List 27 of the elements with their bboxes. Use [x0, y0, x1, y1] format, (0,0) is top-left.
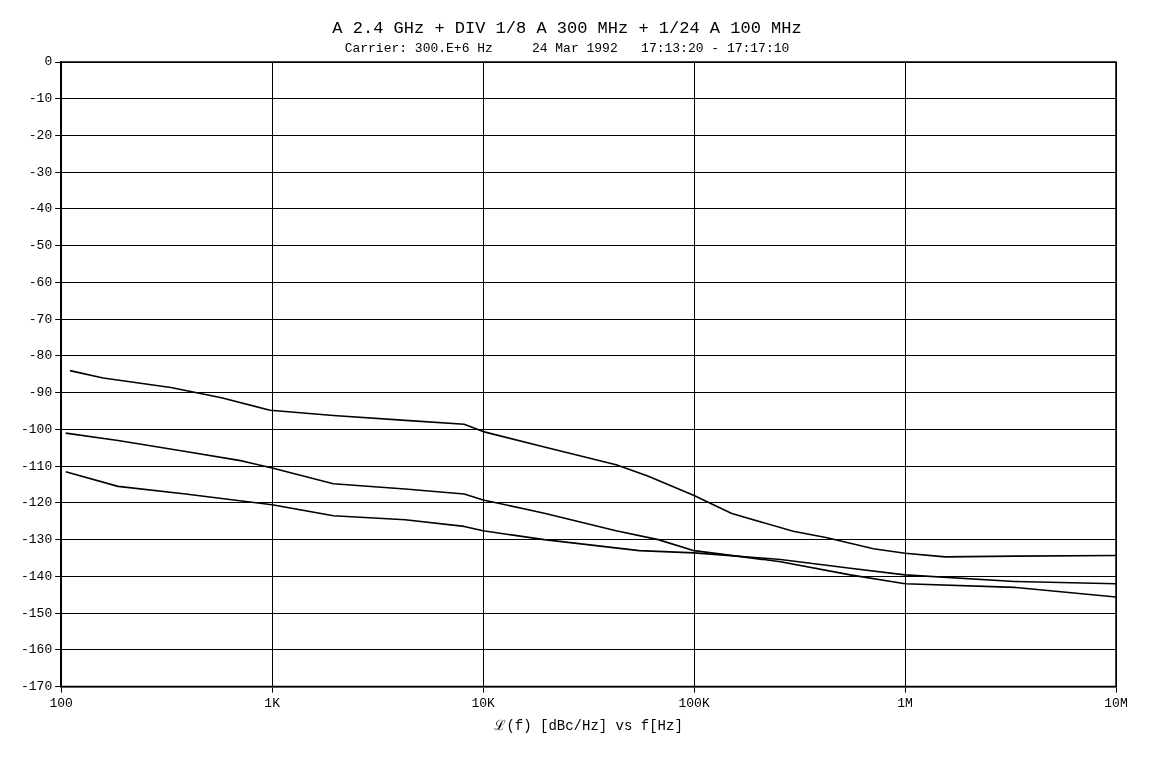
y-tick-label: -30: [28, 164, 53, 180]
y-tick-label: -70: [28, 311, 53, 327]
y-tick-label: -170: [20, 679, 53, 695]
y-tick-label: -90: [28, 385, 53, 401]
y-tick-label: -110: [20, 458, 53, 474]
y-tick-label: -80: [28, 348, 53, 364]
x-tick-label: 100: [49, 695, 73, 711]
x-tick-label: 10M: [1104, 695, 1128, 711]
y-tick-label: -140: [20, 568, 53, 584]
y-tick-label: -60: [28, 274, 53, 290]
y-tick-label: -150: [20, 605, 53, 621]
y-tick-label: -100: [20, 421, 53, 437]
x-tick-label: 1K: [264, 695, 281, 711]
y-tick-label: -120: [20, 495, 53, 511]
chart-title: A 2.4 GHz + DIV 1/8 A 300 MHz + 1/24 A 100 MHz: [332, 18, 802, 38]
y-tick-label: -160: [20, 642, 53, 658]
y-tick-label: 0: [44, 54, 53, 70]
y-tick-label: -50: [28, 238, 53, 254]
x-tick-label: 100K: [678, 695, 710, 711]
y-tick-label: -130: [20, 532, 53, 548]
chart-subtitle: Carrier: 300.E+6 Hz 24 Mar 1992 17:13:20 - 17:17:10: [344, 40, 790, 56]
x-tick-label: 1M: [897, 695, 913, 711]
y-tick-label: -20: [28, 127, 53, 143]
x-axis-title: ℒ(f) [dBc/Hz] vs f[Hz]: [494, 718, 683, 735]
y-tick-label: -40: [28, 201, 53, 217]
y-tick-label: -10: [28, 91, 53, 107]
x-tick-label: 10K: [471, 695, 496, 711]
